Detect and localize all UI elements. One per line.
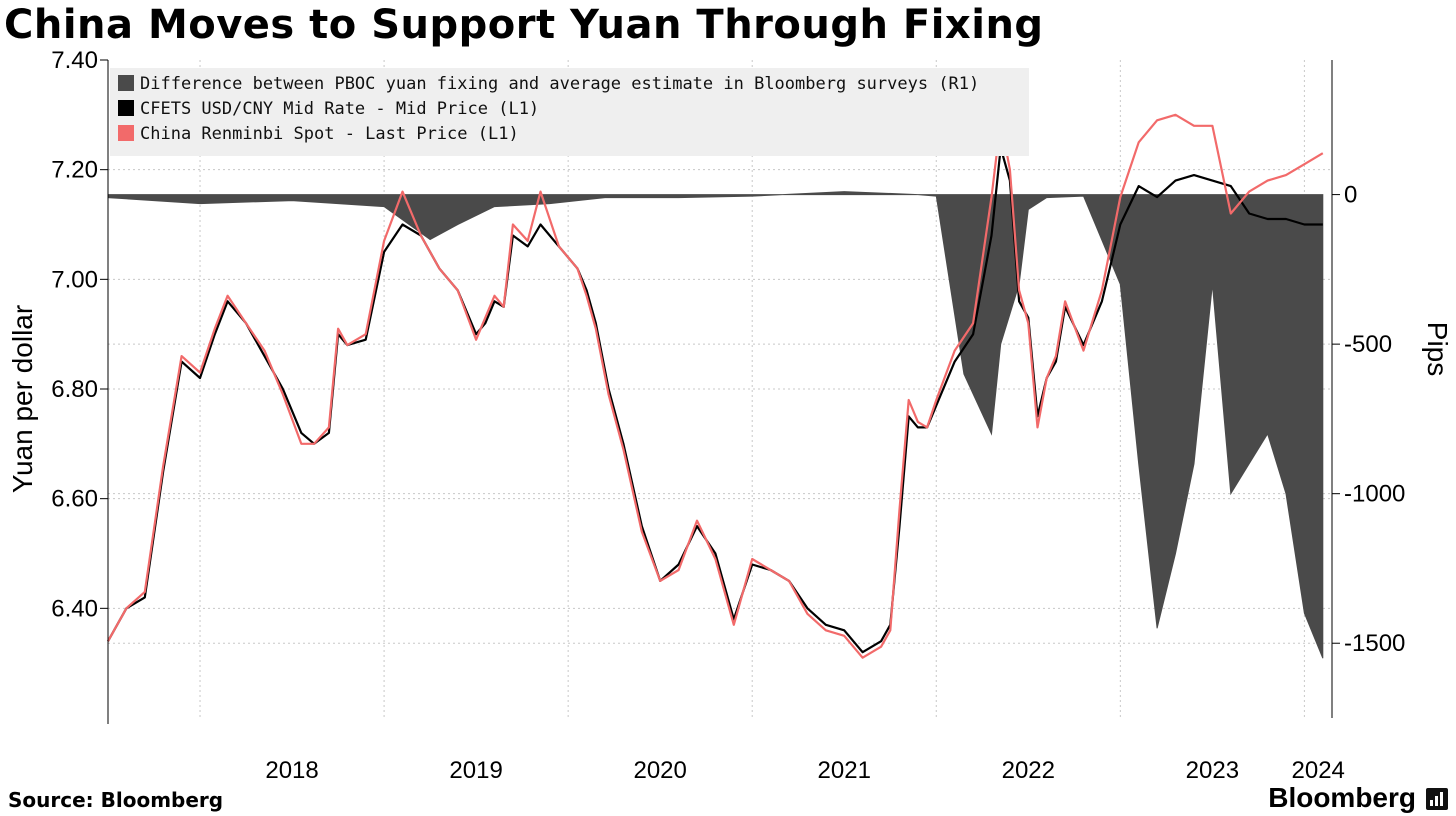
series-fixing-diff xyxy=(107,191,1324,659)
x-tick-label: 2023 xyxy=(1186,757,1239,784)
x-tick-label: 2020 xyxy=(633,757,686,784)
fixing-diff-bars xyxy=(107,191,1324,659)
y2-tick-label: -1500 xyxy=(1344,630,1405,657)
bloomberg-chart-icon xyxy=(1426,788,1448,810)
price-lines xyxy=(107,113,1324,659)
legend-label: China Renminbi Spot - Last Price (L1) xyxy=(140,124,519,144)
legend-swatch xyxy=(118,125,134,141)
legend-item: Difference between PBOC yuan fixing and … xyxy=(118,74,979,98)
x-tick-label: 2018 xyxy=(265,757,318,784)
bloomberg-logo: Bloomberg xyxy=(1268,782,1416,813)
x-tick-label: 2022 xyxy=(1002,757,1055,784)
y2-tick-label: -1000 xyxy=(1344,481,1405,508)
y2-tick-label: -500 xyxy=(1344,331,1392,358)
legend: Difference between PBOC yuan fixing and … xyxy=(110,68,1029,156)
y-tick-label: 7.20 xyxy=(51,157,98,184)
series-spot-line xyxy=(107,113,1324,659)
y2-axis-title: Pips xyxy=(1422,322,1453,376)
y-tick-label: 6.80 xyxy=(51,376,98,403)
legend-swatch xyxy=(118,100,134,116)
y-axis-title: Yuan per dollar xyxy=(7,305,38,493)
y-tick-label: 6.60 xyxy=(51,486,98,513)
tick-labels: 7.40 7.20 7.00 6.80 6.60 6.40 0 -500 -1000 -1500 2… xyxy=(7,47,1453,784)
x-tick-label: 2024 xyxy=(1292,757,1345,784)
legend-item: China Renminbi Spot - Last Price (L1) xyxy=(118,124,519,148)
y2-tick-label: 0 xyxy=(1344,182,1357,209)
axes xyxy=(100,59,1340,724)
y-tick-label: 6.40 xyxy=(51,595,98,622)
legend-item: CFETS USD/CNY Mid Rate - Mid Price (L1) xyxy=(118,99,539,123)
legend-swatch xyxy=(118,75,134,91)
legend-label: Difference between PBOC yuan fixing and … xyxy=(140,74,980,94)
source-note: Source: Bloomberg xyxy=(8,788,224,812)
chart-title: China Moves to Support Yuan Through Fixi… xyxy=(4,2,1044,48)
legend-label: CFETS USD/CNY Mid Rate - Mid Price (L1) xyxy=(140,99,540,119)
y-tick-label: 7.40 xyxy=(51,47,98,74)
x-tick-label: 2019 xyxy=(449,757,502,784)
x-tick-label: 2021 xyxy=(818,757,871,784)
y-tick-label: 7.00 xyxy=(51,266,98,293)
